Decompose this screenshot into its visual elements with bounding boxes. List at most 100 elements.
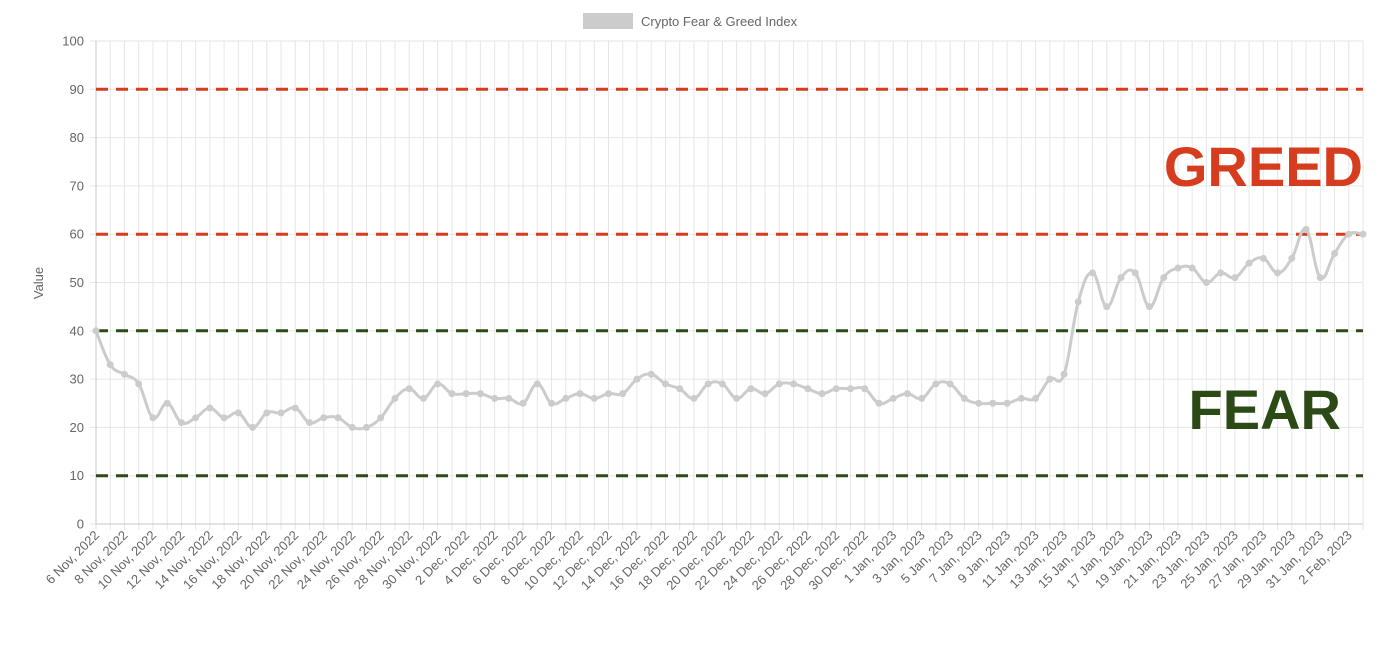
data-point[interactable]	[1202, 279, 1210, 286]
data-point[interactable]	[220, 414, 228, 422]
data-point[interactable]	[1288, 254, 1296, 262]
data-point[interactable]	[1316, 274, 1324, 282]
data-point[interactable]	[377, 414, 385, 422]
data-point[interactable]	[391, 394, 399, 402]
data-point[interactable]	[918, 394, 926, 402]
data-point[interactable]	[263, 409, 271, 417]
data-point[interactable]	[1231, 274, 1239, 282]
data-point[interactable]	[676, 385, 684, 393]
data-point[interactable]	[1103, 303, 1111, 311]
data-point[interactable]	[975, 399, 983, 407]
data-point[interactable]	[419, 394, 427, 402]
data-point[interactable]	[462, 390, 470, 398]
data-point[interactable]	[903, 390, 911, 398]
data-point[interactable]	[647, 370, 655, 378]
data-point[interactable]	[960, 394, 968, 402]
data-point[interactable]	[690, 394, 698, 402]
greed-annotation: GREED	[1164, 135, 1363, 198]
data-point[interactable]	[576, 390, 584, 398]
data-point[interactable]	[135, 380, 143, 388]
data-point[interactable]	[320, 414, 328, 422]
data-point[interactable]	[1174, 264, 1182, 272]
data-point[interactable]	[790, 380, 798, 388]
data-point[interactable]	[348, 423, 356, 431]
data-point[interactable]	[163, 399, 171, 407]
data-point[interactable]	[234, 409, 242, 417]
data-point[interactable]	[1074, 298, 1082, 306]
data-point[interactable]	[775, 380, 783, 388]
y-tick-label: 20	[70, 420, 84, 435]
data-point[interactable]	[847, 385, 855, 393]
data-point[interactable]	[704, 380, 712, 388]
data-point[interactable]	[761, 390, 769, 398]
data-point[interactable]	[804, 385, 812, 393]
data-point[interactable]	[177, 419, 185, 427]
data-point[interactable]	[1017, 394, 1025, 402]
data-point[interactable]	[633, 375, 641, 383]
data-point[interactable]	[1032, 394, 1040, 402]
data-point[interactable]	[1131, 269, 1139, 277]
data-point[interactable]	[505, 394, 513, 402]
data-point[interactable]	[747, 385, 755, 393]
data-points	[92, 225, 1367, 431]
data-point[interactable]	[1060, 370, 1068, 378]
data-point[interactable]	[519, 399, 527, 407]
data-point[interactable]	[106, 361, 114, 369]
data-point[interactable]	[1117, 274, 1125, 282]
data-point[interactable]	[491, 394, 499, 402]
data-point[interactable]	[590, 394, 598, 402]
y-tick-label: 80	[70, 130, 84, 145]
data-point[interactable]	[818, 390, 826, 398]
y-tick-label: 90	[70, 82, 84, 97]
data-point[interactable]	[832, 385, 840, 393]
data-point[interactable]	[1160, 274, 1168, 282]
fear-annotation: FEAR	[1189, 378, 1341, 441]
data-point[interactable]	[562, 394, 570, 402]
data-point[interactable]	[861, 385, 869, 393]
data-point[interactable]	[1188, 264, 1196, 272]
data-point[interactable]	[362, 423, 370, 431]
data-point[interactable]	[889, 394, 897, 402]
data-point[interactable]	[291, 404, 299, 412]
data-point[interactable]	[277, 409, 285, 417]
data-point[interactable]	[548, 399, 556, 407]
data-point[interactable]	[1245, 259, 1253, 267]
data-point[interactable]	[306, 419, 314, 427]
data-point[interactable]	[604, 390, 612, 398]
data-point[interactable]	[661, 380, 669, 388]
data-point[interactable]	[1217, 269, 1225, 277]
data-point[interactable]	[1046, 375, 1054, 383]
data-point[interactable]	[448, 390, 456, 398]
data-point[interactable]	[405, 385, 413, 393]
data-point[interactable]	[1359, 230, 1367, 238]
data-point[interactable]	[206, 404, 214, 412]
data-point[interactable]	[619, 390, 627, 398]
data-point[interactable]	[476, 390, 484, 398]
data-point[interactable]	[1331, 250, 1339, 258]
legend[interactable]: Crypto Fear & Greed Index	[583, 13, 798, 29]
data-point[interactable]	[1274, 269, 1282, 277]
data-point[interactable]	[733, 394, 741, 402]
data-point[interactable]	[533, 380, 541, 388]
data-point[interactable]	[334, 414, 342, 422]
data-point[interactable]	[718, 380, 726, 388]
data-point[interactable]	[1003, 399, 1011, 407]
data-point[interactable]	[120, 370, 128, 378]
data-point[interactable]	[1345, 230, 1353, 238]
data-point[interactable]	[875, 399, 883, 407]
data-point[interactable]	[1259, 254, 1267, 262]
data-point[interactable]	[149, 414, 157, 422]
data-point[interactable]	[932, 380, 940, 388]
data-point[interactable]	[249, 423, 257, 431]
data-point[interactable]	[434, 380, 442, 388]
data-point[interactable]	[192, 414, 200, 422]
legend-swatch	[583, 13, 633, 29]
data-point[interactable]	[1302, 225, 1310, 233]
y-tick-label: 30	[70, 372, 84, 387]
y-tick-label: 0	[77, 517, 84, 532]
data-point[interactable]	[1089, 269, 1097, 277]
data-point[interactable]	[92, 327, 100, 335]
data-point[interactable]	[946, 380, 954, 388]
data-point[interactable]	[1145, 303, 1153, 311]
data-point[interactable]	[989, 399, 997, 407]
